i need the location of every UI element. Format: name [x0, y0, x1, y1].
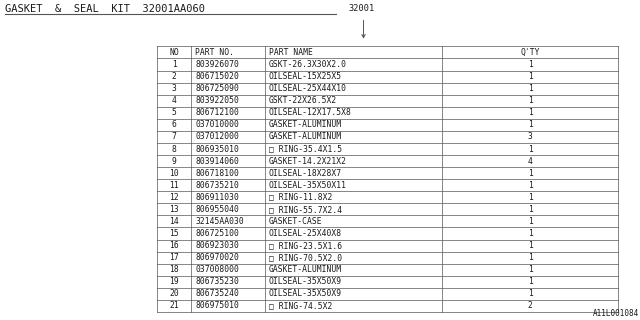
Text: Q'TY: Q'TY [520, 48, 540, 57]
Text: 1: 1 [527, 145, 532, 154]
Text: 806725100: 806725100 [195, 229, 239, 238]
Text: 11: 11 [169, 181, 179, 190]
Text: 1: 1 [527, 84, 532, 93]
Text: 20: 20 [169, 289, 179, 298]
Text: 806712100: 806712100 [195, 108, 239, 117]
Text: 1: 1 [527, 205, 532, 214]
Text: 17: 17 [169, 253, 179, 262]
Text: 1: 1 [527, 96, 532, 105]
Text: PART NAME: PART NAME [269, 48, 313, 57]
Text: □ RING-23.5X1.6: □ RING-23.5X1.6 [269, 241, 342, 250]
Text: 806955040: 806955040 [195, 205, 239, 214]
Text: 18: 18 [169, 265, 179, 274]
Text: GASKET  &  SEAL  KIT  32001AA060: GASKET & SEAL KIT 32001AA060 [5, 4, 205, 14]
Text: 803922050: 803922050 [195, 96, 239, 105]
Text: 806970020: 806970020 [195, 253, 239, 262]
Text: GASKET-ALUMINUM: GASKET-ALUMINUM [269, 265, 342, 274]
Text: 806735210: 806735210 [195, 181, 239, 190]
Text: 806718100: 806718100 [195, 169, 239, 178]
Text: 037008000: 037008000 [195, 265, 239, 274]
Text: OILSEAL-15X25X5: OILSEAL-15X25X5 [269, 72, 342, 81]
Text: GSKT-22X26.5X2: GSKT-22X26.5X2 [269, 96, 337, 105]
Text: 7: 7 [172, 132, 177, 141]
Text: OILSEAL-35X50X11: OILSEAL-35X50X11 [269, 181, 347, 190]
Text: 803926070: 803926070 [195, 60, 239, 69]
Text: 3: 3 [527, 132, 532, 141]
Text: 1: 1 [527, 193, 532, 202]
Text: 1: 1 [527, 289, 532, 298]
Text: GASKET-ALUMINUM: GASKET-ALUMINUM [269, 132, 342, 141]
Text: GSKT-26.3X30X2.0: GSKT-26.3X30X2.0 [269, 60, 347, 69]
Text: 21: 21 [169, 301, 179, 310]
Text: 4: 4 [172, 96, 177, 105]
Text: 806923030: 806923030 [195, 241, 239, 250]
Text: 806975010: 806975010 [195, 301, 239, 310]
Text: 806715020: 806715020 [195, 72, 239, 81]
Text: 6: 6 [172, 120, 177, 129]
Text: 2: 2 [172, 72, 177, 81]
Text: 1: 1 [527, 217, 532, 226]
Text: 2: 2 [527, 301, 532, 310]
Text: 037012000: 037012000 [195, 132, 239, 141]
Text: OILSEAL-35X50X9: OILSEAL-35X50X9 [269, 289, 342, 298]
Text: 1: 1 [527, 265, 532, 274]
Text: 1: 1 [527, 108, 532, 117]
Text: □ RING-11.8X2: □ RING-11.8X2 [269, 193, 332, 202]
Text: 806735230: 806735230 [195, 277, 239, 286]
Text: 13: 13 [169, 205, 179, 214]
Text: 32001: 32001 [349, 4, 375, 13]
Text: □ RING-70.5X2.0: □ RING-70.5X2.0 [269, 253, 342, 262]
Text: 15: 15 [169, 229, 179, 238]
Text: 806725090: 806725090 [195, 84, 239, 93]
Text: 1: 1 [527, 277, 532, 286]
Text: OILSEAL-18X28X7: OILSEAL-18X28X7 [269, 169, 342, 178]
Text: 14: 14 [169, 217, 179, 226]
Text: OILSEAL-12X17.5X8: OILSEAL-12X17.5X8 [269, 108, 352, 117]
Text: 9: 9 [172, 156, 177, 165]
Text: GASKET-14.2X21X2: GASKET-14.2X21X2 [269, 156, 347, 165]
Text: 1: 1 [527, 60, 532, 69]
Text: 16: 16 [169, 241, 179, 250]
Text: 1: 1 [527, 229, 532, 238]
Text: 1: 1 [527, 181, 532, 190]
Text: 1: 1 [527, 169, 532, 178]
Text: 1: 1 [527, 120, 532, 129]
Text: □ RING-35.4X1.5: □ RING-35.4X1.5 [269, 145, 342, 154]
Text: 5: 5 [172, 108, 177, 117]
Text: GASKET-ALUMINUM: GASKET-ALUMINUM [269, 120, 342, 129]
Text: 806935010: 806935010 [195, 145, 239, 154]
Text: □ RING-55.7X2.4: □ RING-55.7X2.4 [269, 205, 342, 214]
Text: 19: 19 [169, 277, 179, 286]
Text: 037010000: 037010000 [195, 120, 239, 129]
Text: 3: 3 [172, 84, 177, 93]
Text: 10: 10 [169, 169, 179, 178]
Text: NO: NO [169, 48, 179, 57]
Text: 8: 8 [172, 145, 177, 154]
Text: 806911030: 806911030 [195, 193, 239, 202]
Text: GASKET-CASE: GASKET-CASE [269, 217, 323, 226]
Text: 806735240: 806735240 [195, 289, 239, 298]
Text: 12: 12 [169, 193, 179, 202]
Text: OILSEAL-25X44X10: OILSEAL-25X44X10 [269, 84, 347, 93]
Text: OILSEAL-25X40X8: OILSEAL-25X40X8 [269, 229, 342, 238]
Text: 1: 1 [172, 60, 177, 69]
Text: 1: 1 [527, 253, 532, 262]
Text: 1: 1 [527, 241, 532, 250]
Text: 1: 1 [527, 72, 532, 81]
Text: 4: 4 [527, 156, 532, 165]
Text: PART NO.: PART NO. [195, 48, 234, 57]
Text: □ RING-74.5X2: □ RING-74.5X2 [269, 301, 332, 310]
Text: OILSEAL-35X50X9: OILSEAL-35X50X9 [269, 277, 342, 286]
Text: 803914060: 803914060 [195, 156, 239, 165]
Text: 32145AA030: 32145AA030 [195, 217, 244, 226]
Text: A11L001084: A11L001084 [593, 309, 639, 318]
